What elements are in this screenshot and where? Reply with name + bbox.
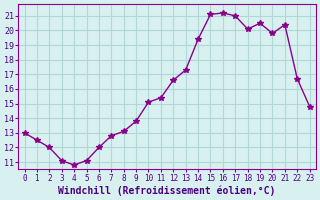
X-axis label: Windchill (Refroidissement éolien,°C): Windchill (Refroidissement éolien,°C) xyxy=(58,185,276,196)
